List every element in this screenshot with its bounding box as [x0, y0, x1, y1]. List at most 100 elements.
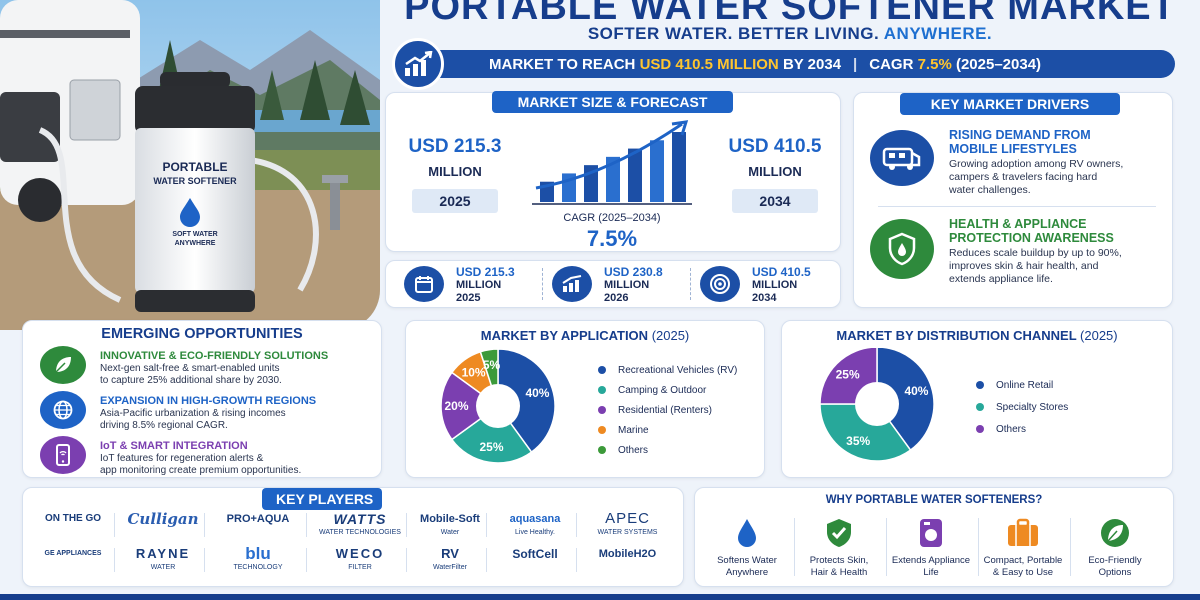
- player-divider: [406, 513, 407, 537]
- player-name: ON THE GO: [44, 513, 102, 524]
- arrow-head-icon: [671, 120, 689, 136]
- timeline-unit: MILLION: [752, 279, 798, 291]
- why-item: Compact, Portable & Easy to Use: [980, 555, 1066, 579]
- legend-item: Others: [976, 418, 1156, 440]
- driver-1-title-2: MOBILE LIFESTYLES: [949, 142, 1077, 156]
- players-card: [22, 487, 684, 587]
- player-subtext: WaterFilter: [433, 564, 467, 571]
- player-logo: aquasana Live Healthy.: [490, 513, 580, 539]
- timeline-value: USD 230.8: [604, 265, 663, 279]
- bottom-rule: [0, 594, 1200, 600]
- page-subtitle: SOFTER WATER. BETTER LIVING. ANYWHERE.: [380, 24, 1200, 44]
- channel-title: MARKET BY DISTRIBUTION CHANNEL (2025): [781, 328, 1173, 343]
- page-title: PORTABLE WATER SOFTENER MARKET: [404, 0, 1176, 28]
- player-divider: [204, 548, 205, 572]
- pie-slice: [876, 346, 935, 452]
- why-label-1: Compact, Portable: [983, 555, 1063, 566]
- why-label-2: Anywhere: [725, 567, 769, 578]
- opportunity-item: EXPANSION IN HIGH-GROWTH REGIONS Asia-Pac…: [100, 395, 375, 432]
- why-title: WHY PORTABLE WATER SOFTENERS?: [825, 494, 1043, 506]
- why-item: Eco-Friendly Options: [1072, 555, 1158, 579]
- pie-slice-label: 5%: [483, 358, 501, 372]
- timeline-unit: MILLION: [604, 279, 650, 291]
- banner-separator: |: [853, 55, 858, 73]
- shield-check-icon: [796, 516, 882, 550]
- why-label-2: Options: [1098, 567, 1132, 578]
- driver-2-title-2: PROTECTION AWARENESS: [949, 231, 1114, 245]
- opportunity-desc-2: app monitoring create premium opportunit…: [100, 465, 302, 476]
- forecast-bars: [522, 118, 702, 218]
- player-logo: WECO FILTER: [310, 547, 410, 574]
- shield-drop-icon: [870, 219, 934, 279]
- legend-item: Residential (Renters): [598, 400, 763, 420]
- player-logo: blu TECHNOLOGY: [208, 544, 308, 574]
- player-subtext: FILTER: [348, 564, 372, 571]
- forecast-trend-arrow: [535, 122, 683, 190]
- player-name: MobileH2O: [598, 548, 657, 560]
- legend-label: Online Retail: [996, 379, 1054, 391]
- why-label-2: Hair & Health: [810, 567, 868, 578]
- application-title-year: (2025): [651, 328, 690, 343]
- opportunity-desc-1: Next-gen salt-free & smart-enabled units: [100, 363, 280, 374]
- player-divider: [486, 513, 487, 537]
- pie-slice-label: 25%: [836, 368, 860, 382]
- timeline-item: USD 215.3 MILLION 2025: [456, 266, 546, 305]
- why-label-1: Protects Skin,: [809, 555, 869, 566]
- pie-slice-label: 35%: [846, 434, 870, 448]
- driver-2-desc-3: extends appliance life.: [949, 273, 1053, 285]
- opportunity-title: EXPANSION IN HIGH-GROWTH REGIONS: [100, 395, 317, 407]
- legend-item: Marine: [598, 420, 763, 440]
- player-name: RV: [441, 546, 459, 561]
- forecast-bar: [672, 132, 686, 202]
- why-label-2: Life: [923, 567, 939, 578]
- cagr-label: CAGR (2025–2034): [563, 212, 661, 224]
- opportunity-desc-1: Asia-Pacific urbanization & rising incom…: [100, 408, 286, 419]
- legend-item: Others: [598, 440, 763, 460]
- forecast-start-value: USD 215.3: [408, 136, 502, 157]
- driver-2-title-1: HEALTH & APPLIANCE: [949, 217, 1087, 231]
- growth-chart-icon: [392, 38, 444, 90]
- drivers-title: KEY MARKET DRIVERS: [900, 93, 1120, 115]
- opportunity-item: IoT & SMART INTEGRATION IoT features for …: [100, 440, 375, 477]
- pie-slice: [497, 348, 556, 454]
- forecast-bar: [628, 148, 642, 202]
- player-divider: [204, 513, 205, 537]
- player-name: RAYNE: [135, 546, 191, 561]
- forecast-end-unit: MILLION: [748, 164, 802, 179]
- player-name: SoftCell: [512, 547, 558, 561]
- legend-swatch: [598, 406, 606, 414]
- player-name: GE APPLIANCES: [44, 550, 102, 557]
- pie-slice-label: 40%: [525, 386, 549, 400]
- timeline-divider: [542, 268, 543, 300]
- subtitle-accent: ANYWHERE.: [883, 24, 993, 43]
- player-subtext: WATER: [150, 564, 176, 571]
- forecast-title: MARKET SIZE & FORECAST: [492, 91, 733, 113]
- legend-swatch: [976, 425, 984, 433]
- headline-banner: MARKET TO REACH USD 410.5 MILLION BY 203…: [395, 50, 1175, 78]
- water-drop-icon: [704, 516, 790, 550]
- legend-label: Specialty Stores: [996, 401, 1069, 413]
- legend-item: Camping & Outdoor: [598, 380, 763, 400]
- suitcase-icon: [980, 516, 1066, 550]
- player-subtext: TECHNOLOGY: [233, 564, 283, 571]
- driver-1-desc-2: campers & travelers facing hard: [949, 171, 1098, 183]
- water-drop-icon: [180, 198, 200, 227]
- legend-swatch: [598, 386, 606, 394]
- why-label-1: Eco-Friendly: [1088, 555, 1142, 566]
- timeline-divider: [690, 268, 691, 300]
- player-logo: GE APPLIANCES: [28, 548, 118, 560]
- player-name: aquasana: [509, 513, 561, 525]
- player-logo: SoftCell: [490, 548, 580, 560]
- growth-chart-icon: [552, 266, 592, 302]
- player-name: blu: [245, 544, 271, 563]
- appliance-icon: [888, 516, 974, 550]
- channel-title-text: MARKET BY DISTRIBUTION CHANNEL: [836, 328, 1077, 343]
- player-divider: [576, 548, 577, 572]
- banner-text-a: MARKET TO REACH: [489, 55, 636, 73]
- legend-swatch: [976, 403, 984, 411]
- legend-item: Recreational Vehicles (RV): [598, 360, 763, 380]
- banner-cagr: 7.5%: [917, 55, 952, 73]
- product-tag-line2: ANYWHERE: [174, 240, 216, 247]
- timeline-value: USD 215.3: [456, 265, 515, 279]
- forecast-start-unit: MILLION: [428, 164, 482, 179]
